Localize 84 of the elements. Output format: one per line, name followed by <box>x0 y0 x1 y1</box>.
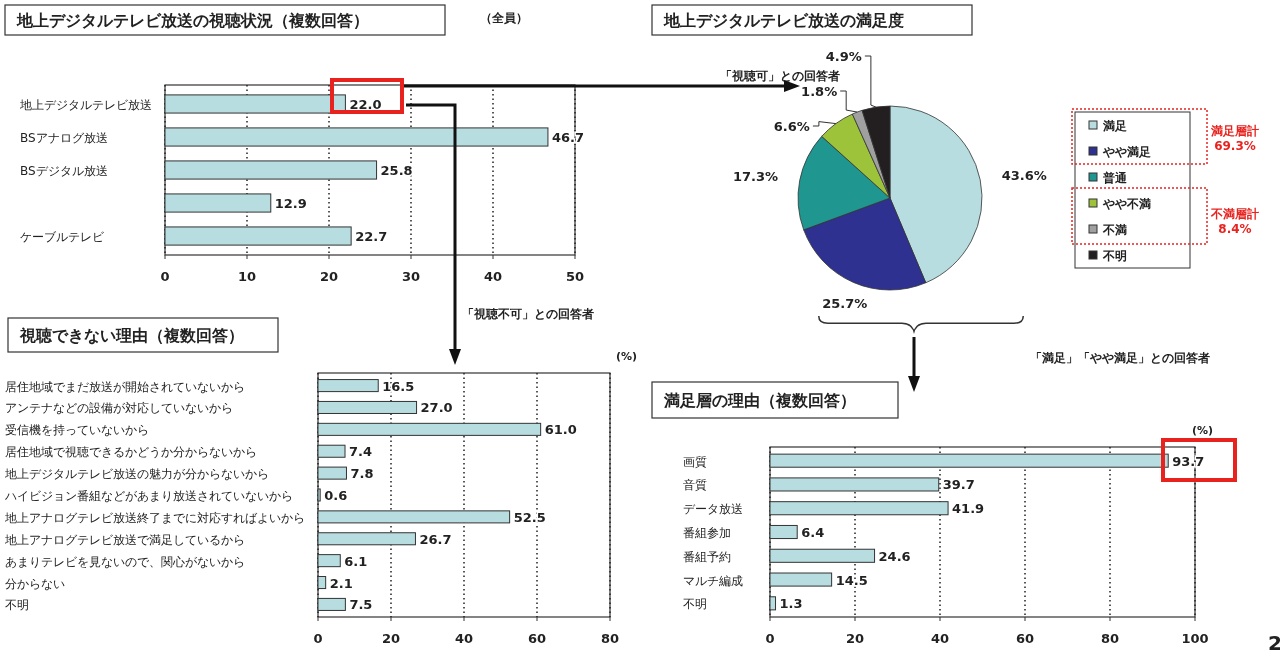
y-tick-label: 地上アナログテレビ放送終了までに対応すればよいから <box>4 510 305 525</box>
x-tick-label: 0 <box>160 269 170 284</box>
data-label: 24.6 <box>878 548 911 564</box>
x-tick-label: 20 <box>319 269 339 284</box>
data-label: 4.9% <box>825 49 862 64</box>
y-tick-label: 不明 <box>683 597 707 612</box>
x-tick-label: 60 <box>527 631 547 646</box>
y-tick-label: 地上デジタルテレビ放送 <box>19 97 152 112</box>
data-label: 27.0 <box>420 400 453 416</box>
text: (%) <box>616 350 638 363</box>
legend-label: 普通 <box>1102 171 1128 185</box>
legend-label: 不明 <box>1102 249 1127 263</box>
data-label: 61.0 <box>544 422 577 438</box>
x-tick-label: 100 <box>1181 631 1209 646</box>
y-tick-label: ケーブルテレビ <box>20 230 105 245</box>
x-tick-label: 80 <box>600 631 620 646</box>
y-tick-label: 番組予約 <box>683 549 731 564</box>
legend-label: 満足 <box>1102 119 1127 133</box>
text: 満足層計 69.3% <box>1210 124 1259 153</box>
data-label: 22.0 <box>349 96 382 112</box>
x-tick-label: 20 <box>845 631 865 646</box>
data-label: 16.5 <box>382 378 415 394</box>
chart-title: 地上デジタルテレビ放送の視聴状況（複数回答） <box>16 11 369 30</box>
chart-title: 満足層の理由（複数回答） <box>663 391 856 410</box>
y-tick-label: 画質 <box>683 454 707 469</box>
data-label: 7.5 <box>349 597 373 613</box>
text: （全員） <box>480 11 528 25</box>
data-label: 39.7 <box>942 477 975 493</box>
x-tick-label: 20 <box>381 631 401 646</box>
x-tick-label: 40 <box>454 631 474 646</box>
x-tick-label: 40 <box>930 631 950 646</box>
data-label: 25.7% <box>822 295 868 311</box>
text: 2 <box>1268 631 1280 655</box>
legend-label: やや満足 <box>1102 145 1151 159</box>
y-tick-label: 音質 <box>683 478 707 493</box>
y-tick-label: BSデジタル放送 <box>20 164 108 178</box>
data-label: 0.6 <box>324 488 348 503</box>
x-tick-label: 50 <box>565 269 585 284</box>
y-tick-label: ハイビジョン番組などがあまり放送されていないから <box>4 489 293 503</box>
data-label: 43.6% <box>1001 168 1047 184</box>
data-label: 52.5 <box>513 509 546 525</box>
x-tick-label: 0 <box>313 631 323 646</box>
data-label: 41.9 <box>952 501 985 517</box>
legend-label: やや不満 <box>1102 197 1151 211</box>
y-tick-label: 地上デジタルテレビ放送の魅力が分からないから <box>4 467 269 482</box>
x-tick-label: 10 <box>237 269 257 284</box>
data-label: 12.9 <box>274 196 307 212</box>
text: 不満層計 8.4% <box>1210 207 1259 236</box>
y-tick-label: 居住地域でまだ放送が開始されていないから <box>5 379 245 394</box>
y-tick-label: 分からない <box>5 576 65 591</box>
y-tick-label: 不明 <box>5 598 29 613</box>
legend-label: 不満 <box>1102 223 1127 237</box>
x-tick-label: 0 <box>765 631 775 646</box>
data-label: 25.8 <box>380 163 413 178</box>
data-label: 26.7 <box>419 531 452 547</box>
data-label: 1.8% <box>801 84 838 99</box>
data-label: 6.6% <box>773 119 810 134</box>
y-tick-label: 地上アナログテレビ放送で満足しているから <box>4 532 245 547</box>
data-label: 14.5 <box>835 572 868 588</box>
data-label: 17.3% <box>732 169 779 185</box>
data-label: 22.7 <box>355 229 388 245</box>
data-label: 7.4 <box>349 444 373 460</box>
y-tick-label: マルチ編成 <box>683 573 743 588</box>
text: 視聴できない理由（複数回答） <box>19 326 244 345</box>
data-label: 1.3 <box>779 596 803 612</box>
y-tick-label: 番組参加 <box>683 526 731 540</box>
data-label: 2.1 <box>329 575 353 591</box>
x-tick-label: 60 <box>1015 631 1035 646</box>
text: 「視聴不可」との回答者 <box>462 307 594 321</box>
data-label: 6.1 <box>344 553 368 569</box>
x-tick-label: 40 <box>483 269 503 284</box>
chart-title: 地上デジタルテレビ放送の満足度 <box>663 11 904 30</box>
data-label: 6.4 <box>801 525 825 540</box>
data-label: 7.8 <box>350 466 374 482</box>
x-tick-label: 80 <box>1100 631 1120 646</box>
y-tick-label: データ放送 <box>683 502 743 517</box>
text: 「満足」「やや満足」との回答者 <box>1030 351 1210 365</box>
y-tick-label: 居住地域で視聴できるかどうか分からないから <box>5 445 257 460</box>
y-tick-label: あまりテレビを見ないので、関心がないから <box>5 554 245 569</box>
y-tick-label: アンテナなどの設備が対応していないから <box>5 401 233 416</box>
y-tick-label: 受信機を持っていないから <box>5 423 149 438</box>
x-tick-label: 30 <box>401 269 421 284</box>
y-tick-label: BSアナログ放送 <box>20 130 108 145</box>
text: (%) <box>1192 424 1214 437</box>
